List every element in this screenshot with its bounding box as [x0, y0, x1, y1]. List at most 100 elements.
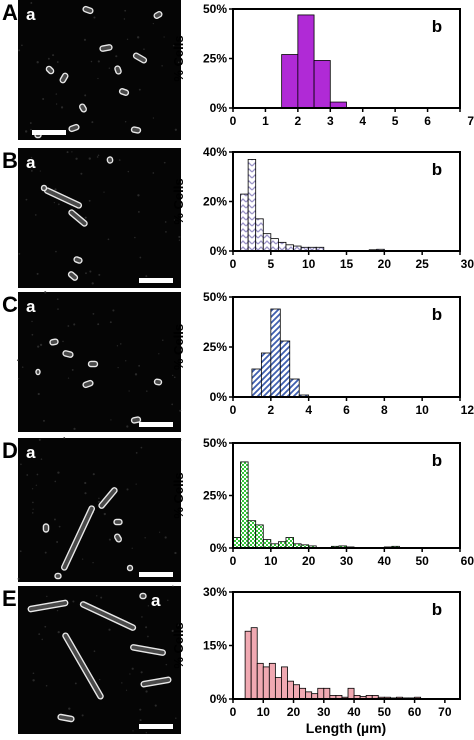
cell-outline: [49, 338, 59, 346]
x-tick-label: 70: [438, 705, 452, 719]
noise-dot: [56, 298, 59, 300]
x-tick-label: 7: [467, 114, 474, 128]
scale-bar: [139, 278, 173, 283]
noise-dot: [72, 600, 75, 603]
bar: [281, 54, 299, 109]
subpanel-label-b: b: [432, 451, 442, 470]
noise-dot: [25, 198, 28, 201]
cell-outline: [42, 523, 50, 533]
x-tick-label: 20: [302, 554, 316, 568]
noise-dot: [96, 595, 98, 597]
scale-bar: [32, 130, 66, 135]
subpanel-label-a: a: [151, 591, 161, 610]
noise-dot: [123, 18, 126, 20]
noise-dot: [158, 353, 160, 355]
noise-dot: [152, 172, 155, 174]
noise-dot: [135, 451, 138, 454]
x-tick-label: 30: [340, 554, 354, 568]
noise-dot: [128, 390, 130, 392]
cell: [62, 632, 104, 700]
panel-letter-C: C: [2, 292, 18, 317]
noise-dot: [71, 151, 73, 153]
micrograph-background: [18, 0, 181, 140]
subpanel-label-a: a: [26, 297, 36, 316]
noise-dot: [93, 16, 96, 19]
noise-dot: [162, 339, 164, 341]
bar: [317, 687, 325, 700]
bar: [247, 159, 257, 252]
cell: [45, 65, 55, 75]
y-tick-label: 50%: [203, 436, 227, 450]
noise-dot: [54, 188, 57, 191]
histogram-A: 0 1 2 3 4 5 6 7 0% 25% 50% % Cells b: [171, 2, 474, 128]
noise-dot: [36, 473, 39, 476]
noise-dot: [163, 36, 165, 38]
noise-dot: [21, 366, 24, 368]
cell: [99, 44, 113, 52]
noise-dot: [159, 531, 161, 533]
bar: [240, 193, 249, 252]
noise-dot: [54, 480, 57, 483]
noise-dot: [103, 191, 105, 193]
noise-dot: [147, 605, 150, 607]
noise-dot: [32, 512, 34, 514]
noise-dot: [164, 221, 167, 223]
x-tick-label: 0: [230, 705, 237, 719]
cell: [153, 10, 163, 19]
y-tick-label: 0%: [210, 390, 228, 404]
histogram-D: 0 10 20 30 40 50 60 0% 25% 50% % Cells b: [171, 436, 474, 568]
subpanel-label-a: a: [26, 443, 36, 462]
noise-dot: [92, 313, 95, 315]
x-tick-label: 60: [408, 705, 422, 719]
noise-dot: [57, 308, 59, 310]
noise-dot: [18, 49, 21, 52]
bar: [287, 680, 294, 700]
noise-dot: [92, 473, 95, 476]
noise-dot: [18, 253, 21, 255]
cell: [98, 487, 118, 509]
bar: [262, 666, 270, 700]
x-tick-label: 15: [340, 257, 354, 271]
histogram-B: 0 5 10 15 20 25 30 0% 20% 40% % Cells b: [171, 145, 474, 271]
noise-dot: [145, 275, 148, 277]
plot-frame: [232, 442, 461, 549]
cell: [140, 676, 172, 688]
y-axis-label: % Cells: [171, 324, 186, 370]
noise-dot: [117, 367, 119, 369]
bar: [277, 241, 287, 252]
noise-dot: [39, 170, 41, 172]
subpanel-label-a: a: [26, 153, 36, 172]
subpanel-label-b: b: [432, 600, 442, 619]
x-tick-label: 5: [392, 114, 399, 128]
x-tick-label: 12: [461, 403, 474, 417]
noise-dot: [98, 500, 100, 503]
noise-dot: [84, 492, 87, 495]
noise-dot: [98, 273, 101, 276]
cell-outline: [35, 368, 41, 376]
noise-dot: [135, 483, 137, 485]
noise-dot: [146, 390, 148, 392]
cell: [73, 256, 83, 264]
cell-outline: [79, 601, 137, 631]
noise-dot: [56, 541, 59, 544]
noise-dot: [84, 481, 87, 485]
micrograph-D: a: [17, 437, 182, 582]
noise-dot: [124, 121, 127, 123]
noise-dot: [57, 630, 60, 634]
cell-outline: [130, 126, 142, 134]
noise-dot: [46, 595, 48, 598]
plot-frame: [232, 8, 461, 109]
cell-outline: [82, 379, 94, 389]
noise-dot: [171, 403, 174, 406]
noise-dot: [42, 97, 45, 101]
noise-dot: [73, 323, 76, 326]
micrograph-E: a: [18, 585, 181, 734]
cell: [139, 592, 147, 600]
noise-dot: [44, 291, 47, 294]
noise-dot: [134, 373, 138, 376]
x-tick-label: 0: [230, 554, 237, 568]
y-tick-label: 40%: [203, 145, 227, 159]
